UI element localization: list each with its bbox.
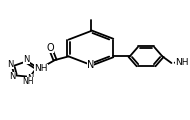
Text: NH: NH [34, 64, 48, 73]
Text: N: N [27, 75, 34, 84]
Text: NH: NH [175, 58, 189, 67]
Text: N: N [7, 60, 14, 69]
Text: O: O [47, 43, 54, 53]
Text: N: N [24, 55, 30, 64]
Text: N: N [10, 72, 16, 81]
Text: NH: NH [22, 77, 34, 86]
Text: N: N [87, 60, 94, 70]
